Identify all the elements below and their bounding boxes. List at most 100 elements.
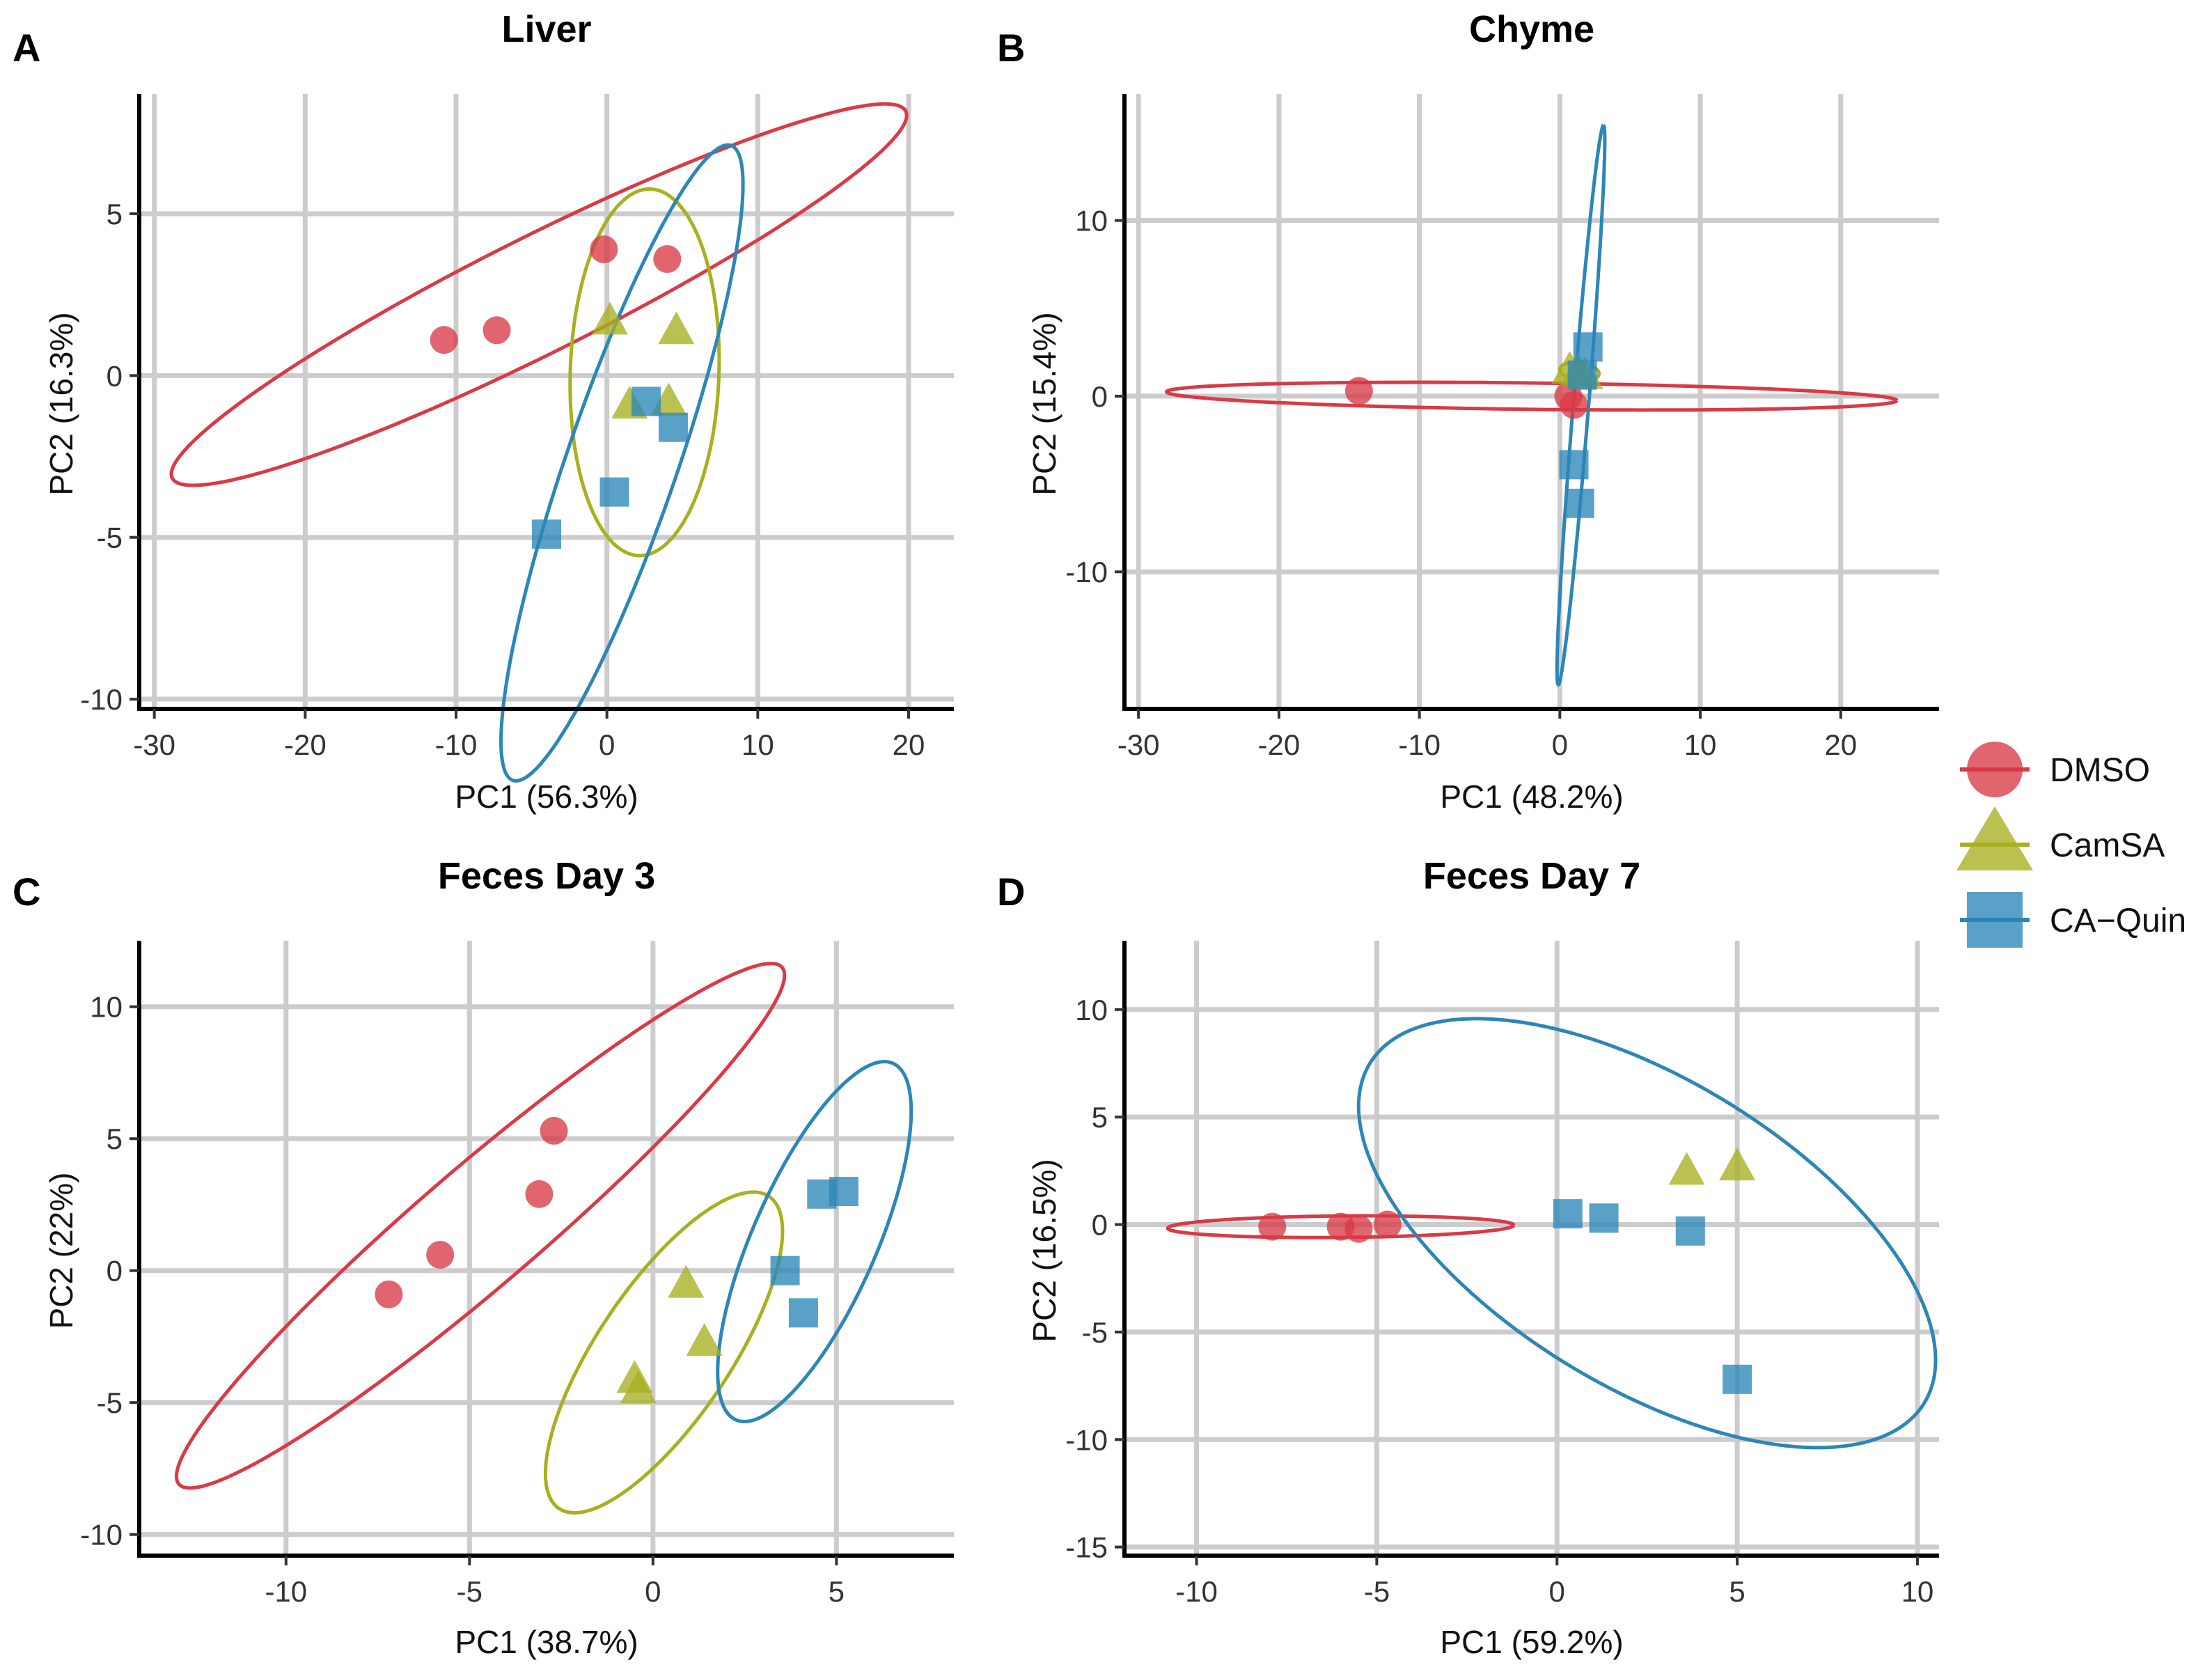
y-tick-label-10: -10: [1065, 556, 1108, 588]
x-tick-label-5: -5: [1364, 1575, 1390, 1608]
axes-feces-day-7: [1122, 941, 1939, 1558]
points-liver: [430, 235, 695, 549]
x-tick-label-5: 5: [829, 1575, 845, 1608]
point-camsa-liver-2: [658, 311, 695, 345]
x-tick-label-30: -30: [1117, 728, 1160, 761]
y-tick-label-5: 5: [1092, 1101, 1108, 1134]
panel-letter-d: D: [997, 870, 1025, 914]
y-axis-title-feces-day-3: PC2 (22%): [43, 1173, 79, 1329]
points-feces-day-7: [1258, 1148, 1756, 1394]
x-axis-title-feces-day-3: PC1 (38.7%): [455, 1624, 638, 1660]
y-tick-label-0: 0: [1092, 1209, 1108, 1242]
point-ca-quin-feces-day-3-3: [770, 1256, 800, 1285]
legend-marker-ca-quin: [1967, 892, 2023, 948]
x-tick-label-0: 0: [599, 728, 615, 761]
point-camsa-liver-1: [592, 302, 628, 335]
x-tick-label-20: -20: [284, 728, 327, 761]
x-tick-label-30: -30: [133, 728, 175, 761]
point-dmso-liver-4: [653, 245, 682, 274]
point-camsa-feces-day-7-1: [1668, 1152, 1705, 1185]
point-ca-quin-liver-4: [532, 519, 561, 549]
ticks-chyme: -30 -20 -10 0 10 20 -10 0 10: [1065, 205, 1857, 761]
legend-label-ca-quin: CA−Quin: [2050, 902, 2186, 939]
point-ca-quin-liver-3: [599, 477, 629, 507]
point-ca-quin-feces-day-3-2: [829, 1177, 858, 1207]
panel-feces-day-7: -10 -5 0 5 10 -15 -10 -5 0 5 10 D Feces Day 7 PC1 …: [997, 855, 1939, 1660]
legend-item-dmso: DMSO: [1960, 742, 2150, 797]
x-tick-label-5: 5: [1729, 1575, 1745, 1608]
x-tick-label-20: 20: [893, 728, 925, 761]
y-axis-title-feces-day-7: PC2 (16.5%): [1026, 1159, 1062, 1342]
x-axis-title-feces-day-7: PC1 (59.2%): [1440, 1624, 1623, 1660]
legend-item-ca-quin: CA−Quin: [1960, 892, 2186, 948]
y-tick-label-0: 0: [107, 1255, 123, 1288]
x-tick-label-0: 0: [1552, 728, 1568, 761]
x-tick-label-20: 20: [1824, 728, 1857, 761]
point-ca-quin-feces-day-7-1: [1553, 1199, 1583, 1229]
ellipses-feces-day-7: [1166, 1017, 1938, 1450]
panel-letter-b: B: [997, 26, 1025, 70]
y-tick-label-15: -15: [1065, 1531, 1108, 1564]
ellipse-dmso-feces-day-7: [1166, 1214, 1516, 1239]
y-axis-title-liver: PC2 (16.3%): [43, 312, 79, 495]
legend-marker-camsa: [1956, 806, 2033, 870]
ellipses-chyme: [1164, 123, 1899, 687]
y-tick-label-5: 5: [107, 1122, 123, 1155]
y-axis-title-chyme: PC2 (15.4%): [1026, 312, 1062, 495]
y-tick-label-10: -10: [1065, 1423, 1108, 1456]
y-tick-label-5: -5: [97, 1386, 123, 1419]
point-dmso-feces-day-3-2: [426, 1240, 455, 1269]
ticks-feces-day-7: -10 -5 0 5 10 -15 -10 -5 0 5 10: [1065, 994, 1933, 1608]
panel-title-feces-day-7: Feces Day 7: [1423, 855, 1640, 897]
ellipse-ca-quin-feces-day-7: [1356, 1017, 1938, 1450]
axes-feces-day-3: [137, 941, 954, 1558]
legend-label-dmso: DMSO: [2050, 752, 2150, 789]
point-ca-quin-liver-1: [632, 386, 661, 416]
panel-letter-c: C: [13, 870, 40, 914]
ellipse-ca-quin-chyme: [1555, 123, 1607, 687]
x-tick-label-10: -10: [265, 1575, 307, 1608]
y-tick-label-10: -10: [80, 683, 123, 716]
legend-item-camsa: CamSA: [1956, 806, 2165, 870]
point-dmso-feces-day-7-4: [1373, 1210, 1402, 1239]
ellipse-ca-quin-feces-day-3: [716, 1060, 913, 1424]
point-camsa-feces-day-3-4: [620, 1370, 657, 1404]
x-tick-label-10: 10: [1901, 1575, 1934, 1608]
x-tick-label-5: -5: [457, 1575, 483, 1608]
axes-chyme: [1122, 94, 1939, 711]
point-ca-quin-feces-day-7-2: [1589, 1203, 1619, 1233]
x-tick-label-10: -10: [1398, 728, 1441, 761]
ticks-feces-day-3: -10 -5 0 5 -10 -5 0 5 10: [80, 991, 845, 1608]
x-tick-label-0: 0: [645, 1575, 661, 1608]
ellipse-dmso-feces-day-3: [174, 962, 787, 1490]
point-dmso-chyme-3: [1560, 391, 1588, 419]
point-dmso-feces-day-7-1: [1258, 1212, 1287, 1241]
point-ca-quin-feces-day-7-4: [1723, 1364, 1752, 1394]
x-tick-label-10: -10: [1175, 1575, 1218, 1608]
panel-liver: -30 -20 -10 0 10 20 -10 -5 0 5 A Liver PC1 (56.3%…: [13, 8, 954, 815]
ticks-liver: -30 -20 -10 0 10 20 -10 -5 0 5: [80, 198, 925, 761]
x-axis-title-liver: PC1 (56.3%): [455, 779, 638, 815]
grid-liver: [139, 94, 954, 709]
x-tick-label-10: 10: [742, 728, 774, 761]
panel-title-liver: Liver: [501, 8, 591, 50]
point-dmso-liver-3: [590, 235, 618, 264]
panel-feces-day-3: -10 -5 0 5 -10 -5 0 5 10 C Feces Day 3 PC1 (38.7…: [13, 855, 954, 1660]
y-tick-label-0: 0: [1092, 380, 1108, 413]
point-camsa-feces-day-7-2: [1719, 1148, 1756, 1181]
x-tick-label-0: 0: [1549, 1575, 1565, 1608]
point-ca-quin-chyme-3: [1559, 450, 1589, 480]
legend-marker-dmso: [1967, 742, 2023, 797]
x-axis-title-chyme: PC1 (48.2%): [1440, 779, 1623, 815]
ellipses-feces-day-3: [174, 962, 913, 1515]
legend-label-camsa: CamSA: [2050, 827, 2165, 864]
point-dmso-feces-day-7-3: [1344, 1214, 1373, 1243]
point-camsa-feces-day-3-2: [686, 1323, 723, 1356]
point-ca-quin-liver-2: [659, 412, 688, 442]
point-dmso-feces-day-3-1: [375, 1280, 403, 1308]
y-tick-label-5: -5: [1082, 1316, 1108, 1349]
y-tick-label-0: 0: [107, 359, 123, 392]
points-chyme: [1344, 332, 1603, 518]
legend: DMSO CamSA CA−Quin: [1956, 742, 2186, 948]
